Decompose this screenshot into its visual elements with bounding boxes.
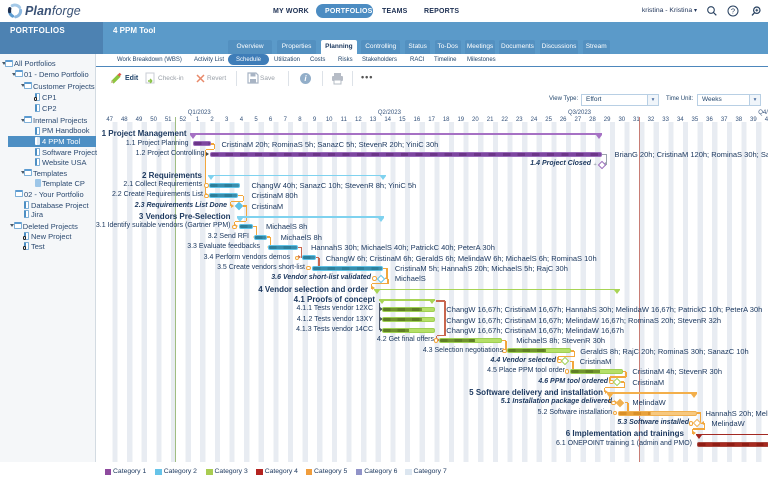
svg-text:?: ?	[731, 7, 735, 16]
